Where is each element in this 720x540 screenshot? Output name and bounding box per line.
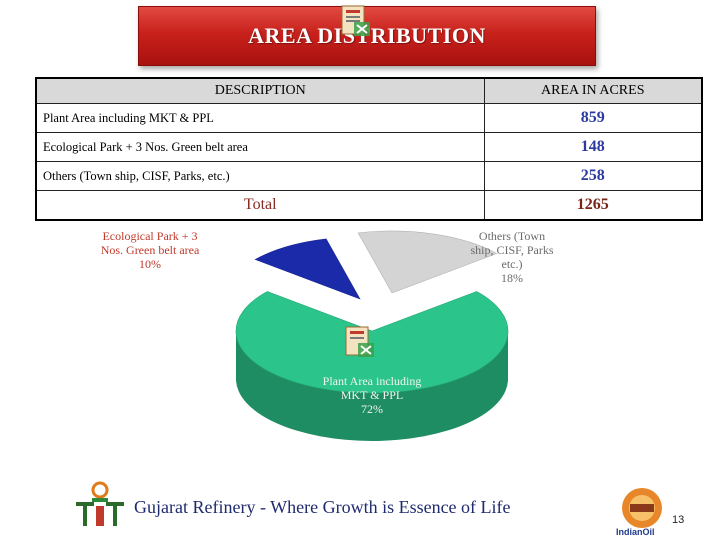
- pie-slice: [254, 238, 361, 300]
- refinery-logo-icon: [76, 481, 124, 526]
- page-number: 13: [672, 514, 685, 526]
- header-area: AREA IN ACRES: [483, 77, 703, 104]
- pie-slice: [357, 230, 498, 294]
- pie-slice-label: 18%: [501, 271, 523, 285]
- row-area: 258: [483, 161, 703, 191]
- indianoil-logo-icon: [622, 488, 662, 528]
- pie-slice-label: Nos. Green belt area: [101, 243, 200, 257]
- row-description: Others (Town ship, CISF, Parks, etc.): [35, 161, 485, 191]
- table-total-row: Total 1265: [35, 190, 703, 221]
- row-description: Plant Area including MKT & PPL: [35, 103, 485, 133]
- area-table: DESCRIPTION AREA IN ACRES Plant Area inc…: [35, 77, 703, 221]
- table-row: Plant Area including MKT & PPL 859: [35, 103, 703, 133]
- pie-slice-side: [236, 331, 508, 441]
- header-description: DESCRIPTION: [35, 77, 485, 104]
- table-header-row: DESCRIPTION AREA IN ACRES: [35, 77, 703, 104]
- table-row: Ecological Park + 3 Nos. Green belt area…: [35, 132, 703, 162]
- brand-name: IndianOil: [616, 527, 655, 537]
- pie-slice: [235, 291, 509, 394]
- pie-slice-label: Others (Town: [479, 229, 545, 243]
- footer-slogan: Gujarat Refinery - Where Growth is Essen…: [134, 497, 511, 517]
- pie-slice-label: Plant Area including: [323, 374, 422, 388]
- pie-slice-label: 72%: [361, 402, 383, 416]
- pie-slice-label: ship, CISF, Parks: [470, 243, 553, 257]
- row-area: 148: [483, 132, 703, 162]
- pie-slice-label: Ecological Park + 3: [102, 229, 197, 243]
- pie-slice-label: etc.): [502, 257, 523, 271]
- office-document-icon: [345, 326, 374, 357]
- total-label: Total: [35, 190, 485, 221]
- office-document-icon: [341, 5, 370, 36]
- total-value: 1265: [483, 190, 703, 221]
- table-row: Others (Town ship, CISF, Parks, etc.) 25…: [35, 161, 703, 191]
- pie-slice-label: MKT & PPL: [341, 388, 403, 402]
- pie-slice-label: 10%: [139, 257, 161, 271]
